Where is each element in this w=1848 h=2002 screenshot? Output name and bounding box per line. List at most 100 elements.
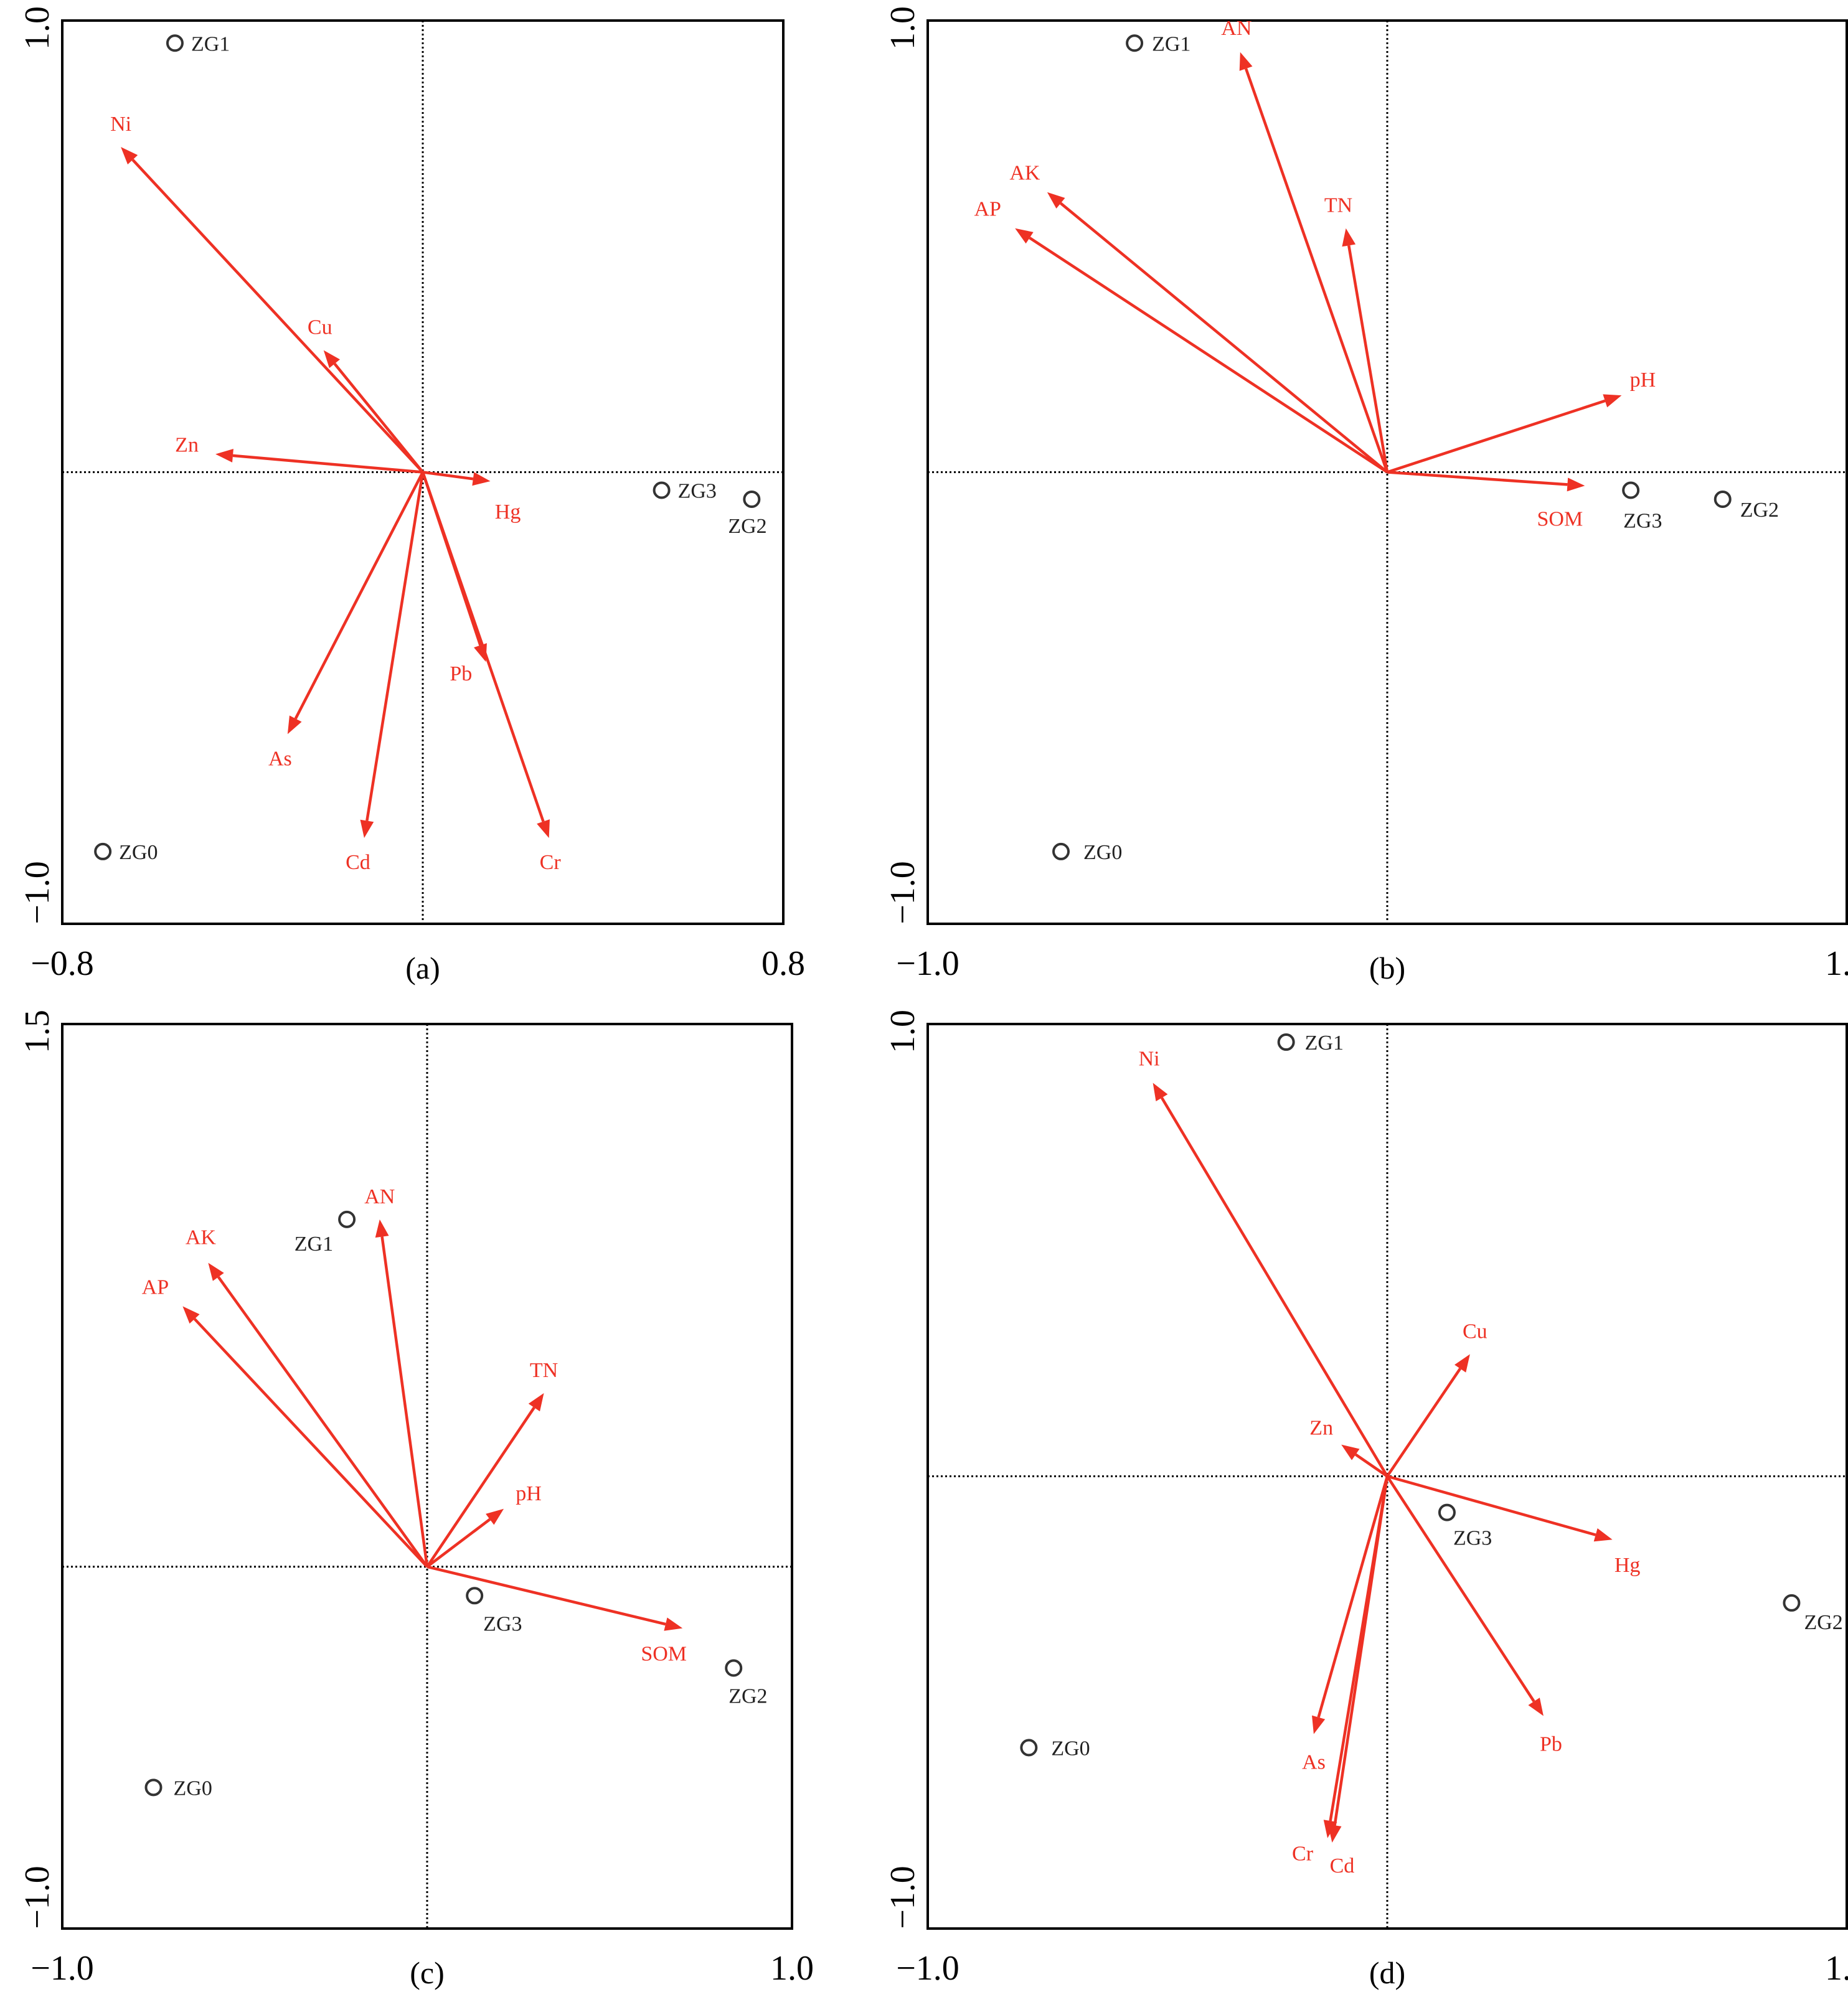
vector-AP-line	[1029, 237, 1388, 474]
vector-Cd-head	[1327, 1824, 1342, 1843]
sample-label: ZG0	[1051, 1737, 1090, 1760]
sample-label: ZG2	[728, 1685, 767, 1708]
vector-pH-head	[486, 1508, 504, 1525]
panel-0: −0.8 0.8 1.0 −1.0 (a) Ni Cu Zn Hg Pb As Cd Cr ZG1 ZG3 Z…	[18, 6, 805, 985]
vector-label: SOM	[1537, 507, 1583, 530]
vector-Hg-head	[472, 472, 491, 486]
sample-ZG0-marker	[144, 1779, 163, 1797]
vector-SOM-head	[1567, 477, 1585, 492]
vector-pH-line	[426, 1518, 491, 1568]
x-tick-label: 1.0	[770, 1949, 814, 1988]
sample-label: ZG1	[1305, 1032, 1344, 1055]
vector-Cr-line	[421, 471, 545, 822]
vector-label: As	[1302, 1751, 1326, 1774]
vector-As-line	[294, 471, 424, 720]
vector-AP-head	[1015, 228, 1034, 244]
vector-Hg-line	[1387, 1475, 1596, 1536]
sample-label: ZG3	[1623, 510, 1662, 533]
vector-label: Ni	[1139, 1047, 1160, 1070]
vector-Cu-line	[1386, 1368, 1462, 1477]
vector-AN-head	[1239, 52, 1253, 71]
sample-ZG2-marker	[1714, 491, 1732, 509]
x-tick-label: −1.0	[31, 1949, 94, 1988]
y-tick-label: −1.0	[18, 1866, 57, 1929]
x-tick-label: −0.8	[31, 944, 94, 983]
vector-Zn-head	[215, 448, 233, 463]
vector-label: Ni	[110, 113, 131, 136]
x-tick-label: 1.0	[1825, 1949, 1848, 1988]
vector-label: Zn	[175, 433, 199, 456]
sample-label: ZG3	[1453, 1527, 1492, 1550]
sample-label: ZG2	[1804, 1611, 1842, 1634]
vector-Cd-line	[365, 472, 425, 821]
vector-Cu-head	[323, 350, 340, 369]
vector-label: pH	[1630, 369, 1656, 392]
vector-label: Cd	[1330, 1854, 1355, 1877]
vector-Ni-head	[1153, 1083, 1168, 1102]
sample-label: ZG0	[119, 841, 158, 864]
vector-TN-head	[1342, 228, 1356, 247]
vector-As-head	[287, 715, 302, 735]
vector-AK-head	[1047, 192, 1065, 209]
sample-ZG3-marker	[466, 1587, 484, 1605]
vector-SOM-head	[664, 1617, 683, 1631]
vector-label: Cu	[1463, 1320, 1487, 1343]
y-tick-label: −1.0	[884, 861, 922, 924]
sample-ZG3-marker	[1622, 481, 1640, 499]
vector-Zn-head	[1341, 1444, 1360, 1460]
sample-ZG2-marker	[725, 1659, 743, 1677]
sample-label: ZG3	[678, 480, 717, 503]
sample-label: ZG0	[1083, 841, 1122, 864]
panel-2: −1.0 1.0 1.5 −1.0 (c) AN AK AP TN pH SOM ZG1 ZG3 ZG2 Z…	[18, 1010, 814, 1990]
sample-ZG1-marker	[1126, 34, 1144, 52]
y-tick-label: 1.0	[18, 6, 57, 50]
vector-TN-line	[1347, 245, 1389, 472]
vector-label: Pb	[450, 662, 472, 685]
vector-Pb-line	[1386, 1475, 1535, 1703]
vector-pH-line	[1387, 399, 1606, 474]
sample-label: ZG0	[174, 1777, 212, 1800]
sample-label: ZG2	[728, 515, 766, 538]
vector-label: AN	[1221, 17, 1252, 40]
vector-Cu-line	[333, 362, 424, 473]
vector-AP-head	[182, 1306, 200, 1324]
vector-Pb-head	[1528, 1698, 1544, 1716]
x-tick-label: 1.0	[1825, 944, 1848, 983]
vector-label: TN	[530, 1359, 558, 1382]
vector-Ni-line	[131, 159, 424, 474]
vector-Cu-head	[1454, 1354, 1470, 1373]
vector-label: Cr	[1292, 1843, 1314, 1866]
sample-label: ZG1	[191, 32, 230, 55]
y-tick-label: 1.0	[884, 6, 922, 50]
vector-AN-head	[375, 1219, 389, 1238]
vector-label: Cr	[540, 851, 562, 874]
vector-label: AN	[364, 1185, 395, 1208]
y-tick-label: −1.0	[18, 861, 57, 924]
y-tick-label: −1.0	[884, 1866, 922, 1929]
vector-label: Cd	[346, 851, 370, 874]
vector-label: Pb	[1540, 1733, 1562, 1756]
sample-ZG1-marker	[1277, 1033, 1295, 1051]
panel-label: (a)	[405, 951, 440, 985]
vector-Cr-head	[537, 819, 550, 839]
vector-Cd-line	[1333, 1476, 1389, 1826]
vector-AK-head	[208, 1262, 224, 1281]
sample-ZG3-marker	[1438, 1503, 1456, 1521]
sample-label: ZG1	[1152, 32, 1190, 55]
vector-label: TN	[1324, 194, 1352, 217]
vector-label: AK	[186, 1226, 217, 1249]
vector-Cd-head	[360, 819, 374, 839]
sample-ZG3-marker	[653, 481, 671, 499]
x-tick-label: −1.0	[896, 1949, 959, 1988]
vector-label: Hg	[1615, 1554, 1641, 1577]
panel-label: (c)	[410, 1955, 445, 1990]
vector-pH-head	[1603, 394, 1622, 408]
vector-Hg-line	[422, 471, 474, 481]
vector-label: AP	[974, 198, 1001, 221]
vector-Zn-line	[232, 454, 423, 474]
sample-label: ZG3	[483, 1612, 522, 1635]
vector-label: Cu	[308, 316, 332, 339]
vector-SOM-line	[427, 1565, 666, 1626]
sample-ZG2-marker	[1783, 1594, 1801, 1612]
